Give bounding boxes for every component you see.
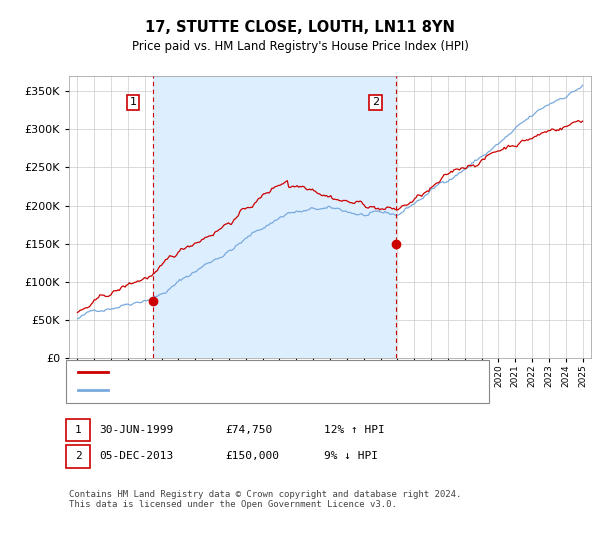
Text: £74,750: £74,750 [225, 425, 272, 435]
Text: 2: 2 [74, 451, 82, 461]
Text: 05-DEC-2013: 05-DEC-2013 [99, 451, 173, 461]
Text: 30-JUN-1999: 30-JUN-1999 [99, 425, 173, 435]
Text: 17, STUTTE CLOSE, LOUTH, LN11 8YN (detached house): 17, STUTTE CLOSE, LOUTH, LN11 8YN (detac… [113, 367, 413, 377]
Text: Contains HM Land Registry data © Crown copyright and database right 2024.
This d: Contains HM Land Registry data © Crown c… [69, 490, 461, 510]
Text: 12% ↑ HPI: 12% ↑ HPI [324, 425, 385, 435]
Bar [153, 76, 396, 358]
Text: 2: 2 [372, 97, 379, 108]
Text: £150,000: £150,000 [225, 451, 279, 461]
Text: 17, STUTTE CLOSE, LOUTH, LN11 8YN: 17, STUTTE CLOSE, LOUTH, LN11 8YN [145, 20, 455, 35]
Text: 1: 1 [130, 97, 136, 108]
Text: Price paid vs. HM Land Registry's House Price Index (HPI): Price paid vs. HM Land Registry's House … [131, 40, 469, 53]
Text: 9% ↓ HPI: 9% ↓ HPI [324, 451, 378, 461]
Text: 1: 1 [74, 425, 82, 435]
Text: HPI: Average price, detached house, East Lindsey: HPI: Average price, detached house, East… [113, 385, 401, 395]
